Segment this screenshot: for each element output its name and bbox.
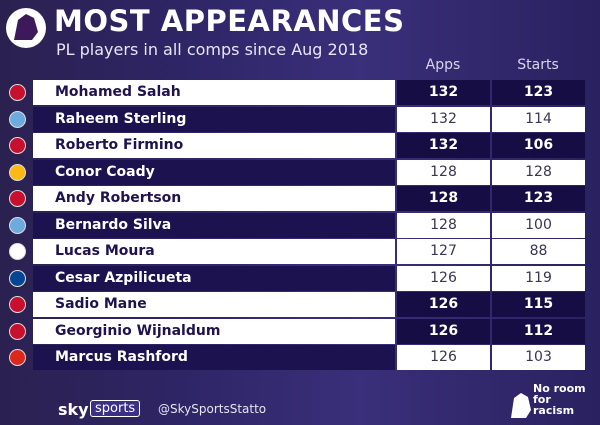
table-row: Mohamed Salah 132 123 xyxy=(0,80,600,105)
player-name: Mohamed Salah xyxy=(33,80,395,105)
league-logo xyxy=(6,8,46,48)
table-row: Raheem Sterling 132 114 xyxy=(0,106,600,132)
apps: 128 xyxy=(397,212,490,238)
column-header: Starts xyxy=(517,57,559,73)
handle: @SkySportsStatto xyxy=(158,402,267,416)
player-name: Bernardo Silva xyxy=(33,212,395,238)
club-badge xyxy=(9,190,26,207)
table-row: Roberto Firmino 132 106 xyxy=(0,133,600,158)
apps: 132 xyxy=(397,80,490,105)
apps: 128 xyxy=(397,186,490,211)
club-badge xyxy=(9,349,26,366)
player-name: Marcus Rashford xyxy=(33,345,395,370)
club-badge xyxy=(9,269,26,287)
player-name: Sadio Mane xyxy=(33,292,395,317)
club-badge xyxy=(9,243,26,260)
brand-box: sports xyxy=(90,400,141,417)
starts: 115 xyxy=(492,292,585,317)
player-name: Roberto Firmino xyxy=(33,133,395,158)
player-name: Raheem Sterling xyxy=(33,106,395,132)
campaign-logo xyxy=(511,393,531,418)
brand: sky xyxy=(58,400,89,419)
club-badge xyxy=(9,84,26,101)
starts: 128 xyxy=(492,159,585,185)
table-row: Marcus Rashford 126 103 xyxy=(0,345,600,370)
club-badge xyxy=(9,216,26,234)
starts: 123 xyxy=(492,80,585,105)
table-row: Cesar Azpilicueta 126 119 xyxy=(0,265,600,291)
starts: 119 xyxy=(492,265,585,291)
player-name: Lucas Moura xyxy=(33,239,395,264)
starts: 123 xyxy=(492,186,585,211)
player-name: Andy Robertson xyxy=(33,186,395,211)
club-badge xyxy=(9,322,26,340)
starts: 100 xyxy=(492,212,585,238)
starts: 106 xyxy=(492,133,585,158)
player-name: Cesar Azpilicueta xyxy=(33,265,395,291)
club-badge xyxy=(9,296,26,313)
title: MOST APPEARANCES xyxy=(54,4,405,38)
apps: 128 xyxy=(397,159,490,185)
starts: 114 xyxy=(492,106,585,132)
table-row: Lucas Moura 127 88 xyxy=(0,239,600,264)
apps: 132 xyxy=(397,106,490,132)
club-badge xyxy=(9,163,26,181)
player-name: Georginio Wijnaldum xyxy=(33,318,395,344)
table-row: Bernardo Silva 128 100 xyxy=(0,212,600,238)
apps: 126 xyxy=(397,318,490,344)
column-header: Apps xyxy=(425,57,461,73)
apps: 126 xyxy=(397,292,490,317)
table-row: Sadio Mane 126 115 xyxy=(0,292,600,317)
table-row: Conor Coady 128 128 xyxy=(0,159,600,185)
table-row: Georginio Wijnaldum 126 112 xyxy=(0,318,600,344)
campaign: No room for racism xyxy=(533,382,586,417)
player-name: Conor Coady xyxy=(33,159,395,185)
apps: 132 xyxy=(397,133,490,158)
starts: 112 xyxy=(492,318,585,344)
apps: 126 xyxy=(397,265,490,291)
table-row: Andy Robertson 128 123 xyxy=(0,186,600,211)
subtitle: PL players in all comps since Aug 2018 xyxy=(56,40,369,59)
starts: 88 xyxy=(492,239,585,264)
club-badge xyxy=(9,137,26,154)
apps: 126 xyxy=(397,345,490,370)
starts: 103 xyxy=(492,345,585,370)
apps: 127 xyxy=(397,239,490,264)
club-badge xyxy=(9,110,26,128)
